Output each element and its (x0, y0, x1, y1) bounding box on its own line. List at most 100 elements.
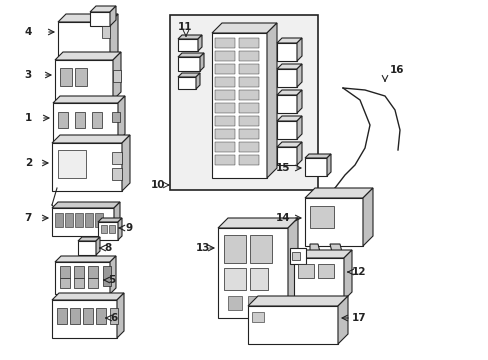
Bar (65, 213, 73, 227)
Polygon shape (53, 103, 118, 141)
Bar (58, 150, 86, 178)
Polygon shape (287, 218, 297, 318)
Polygon shape (90, 12, 110, 26)
Bar (239, 64, 259, 74)
Polygon shape (52, 300, 117, 338)
Bar (224, 268, 245, 290)
Polygon shape (296, 116, 302, 139)
Text: 7: 7 (24, 213, 32, 223)
Bar (224, 235, 245, 263)
Bar (60, 266, 70, 278)
Polygon shape (276, 90, 302, 95)
Polygon shape (118, 96, 125, 141)
Polygon shape (55, 262, 110, 294)
Polygon shape (296, 38, 302, 61)
Polygon shape (178, 57, 200, 71)
Polygon shape (276, 64, 302, 69)
Bar (113, 70, 121, 82)
Bar (215, 116, 235, 126)
Bar (215, 103, 235, 113)
Polygon shape (276, 121, 296, 139)
Polygon shape (110, 14, 118, 60)
Bar (75, 213, 83, 227)
Text: 2: 2 (25, 158, 32, 168)
Polygon shape (305, 158, 326, 176)
Text: 17: 17 (351, 313, 366, 323)
Polygon shape (178, 53, 203, 57)
Text: 14: 14 (275, 213, 289, 223)
Bar (60, 68, 72, 86)
Polygon shape (309, 244, 319, 252)
Polygon shape (326, 154, 330, 176)
Polygon shape (78, 241, 96, 255)
Text: 6: 6 (110, 313, 117, 323)
Bar (88, 278, 98, 288)
Bar (74, 278, 84, 288)
Bar (215, 155, 235, 165)
Polygon shape (52, 202, 120, 208)
Polygon shape (178, 77, 196, 89)
Bar (297, 264, 313, 278)
Bar (239, 38, 259, 48)
Bar (102, 26, 110, 38)
Bar (239, 51, 259, 61)
Text: 15: 15 (275, 163, 289, 173)
Polygon shape (276, 43, 296, 61)
Polygon shape (110, 6, 116, 26)
Polygon shape (78, 237, 100, 241)
Polygon shape (196, 73, 200, 89)
Polygon shape (118, 218, 122, 240)
Bar (215, 38, 235, 48)
Polygon shape (55, 256, 116, 262)
Bar (249, 268, 267, 290)
Text: 16: 16 (389, 65, 404, 75)
Bar (96, 308, 106, 324)
Text: 13: 13 (195, 243, 209, 253)
Polygon shape (113, 52, 121, 100)
Bar (57, 308, 67, 324)
Bar (103, 266, 111, 286)
Polygon shape (52, 135, 130, 143)
Polygon shape (305, 154, 330, 158)
Text: 4: 4 (24, 27, 32, 37)
Bar (75, 112, 85, 128)
Bar (317, 264, 333, 278)
Bar (74, 266, 84, 278)
Bar (289, 248, 305, 264)
Bar (85, 213, 93, 227)
Bar (247, 296, 262, 310)
Text: 9: 9 (125, 223, 132, 233)
Polygon shape (55, 52, 121, 60)
Polygon shape (122, 135, 130, 191)
Polygon shape (305, 188, 372, 198)
Polygon shape (247, 306, 337, 344)
Polygon shape (276, 95, 296, 113)
Polygon shape (296, 142, 302, 165)
Polygon shape (276, 69, 296, 87)
Polygon shape (198, 35, 202, 51)
Bar (215, 51, 235, 61)
Bar (239, 129, 259, 139)
Bar (109, 225, 115, 233)
Text: 10: 10 (150, 180, 164, 190)
Text: 3: 3 (25, 70, 32, 80)
Text: 11: 11 (178, 22, 192, 32)
Bar (239, 155, 259, 165)
Text: 8: 8 (104, 243, 111, 253)
Bar (309, 206, 333, 228)
Bar (215, 129, 235, 139)
Bar (227, 296, 242, 310)
Bar (83, 308, 93, 324)
Polygon shape (178, 39, 198, 51)
Bar (249, 235, 271, 263)
Polygon shape (362, 188, 372, 246)
Polygon shape (52, 208, 114, 236)
Polygon shape (276, 147, 296, 165)
Polygon shape (305, 198, 362, 246)
Bar (110, 308, 118, 324)
Bar (239, 90, 259, 100)
Text: 5: 5 (108, 275, 115, 285)
Polygon shape (117, 293, 124, 338)
Polygon shape (178, 73, 200, 77)
Polygon shape (110, 256, 116, 294)
